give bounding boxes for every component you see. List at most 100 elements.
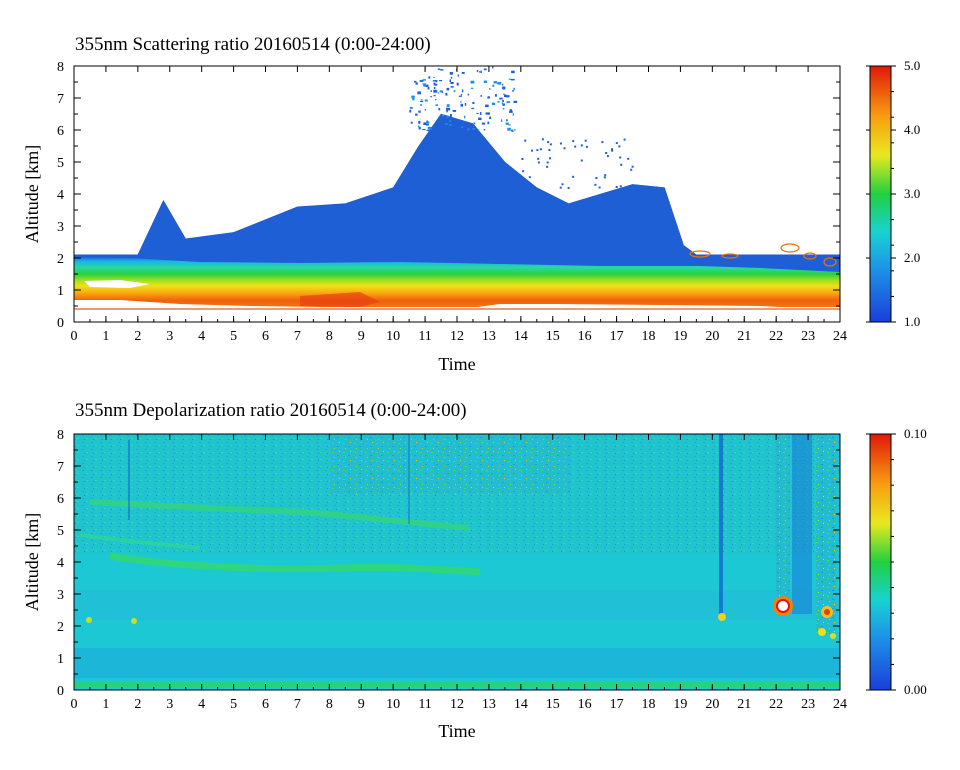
scattering-speckle [435,99,437,101]
scattering-xtick-label: 17 [610,329,624,344]
scattering-xtick-label: 13 [482,329,496,344]
scattering-speckle [536,149,539,152]
scattering-speckle [436,90,438,92]
scattering-speckle [450,82,454,84]
scattering-speckle [425,84,429,87]
scattering-speckle [504,94,507,97]
depolarization-title: 355nm Depolarization ratio 20160514 (0:0… [75,400,467,421]
depolarization-layer-4km [109,552,481,576]
scattering-speckle [446,117,448,120]
scattering-speckle [455,125,460,128]
scattering-ytick-label: 1 [57,284,64,299]
scattering-xtick-label: 24 [833,329,847,344]
scattering-speckle [479,71,481,73]
scattering-speckle [434,83,438,86]
scattering-colorbar-gradient [869,65,892,323]
scattering-contour-ring [823,257,837,267]
scattering-cirrus-speckles [409,66,634,189]
scattering-speckle [524,139,527,142]
scattering-speckle [501,119,503,122]
scattering-speckle [427,126,432,130]
scattering-speckle [580,159,583,162]
scattering-speckle [435,104,438,106]
scattering-speckle [420,99,423,101]
depolarization-xtick-label: 7 [294,697,301,712]
scattering-speckle [492,84,495,87]
scattering-speckle [493,81,497,84]
scattering-ytick-label: 6 [57,124,64,139]
scattering-speckle [594,183,597,186]
scattering-speckle [499,97,503,100]
depolarization-xtick-label: 23 [801,697,815,712]
scattering-speckle [611,148,613,151]
scattering-speckle [547,141,550,144]
scattering-speckle [567,187,570,189]
depolarization-hotspot [718,613,726,621]
scattering-speckle [531,149,533,152]
scattering-speckle [430,90,432,92]
scattering-xtick-label: 21 [737,329,751,344]
scattering-ytick-label: 0 [57,316,64,331]
scattering-speckle [481,122,486,125]
scattering-speckle [424,108,426,111]
scattering-speckle [495,94,497,97]
depolarization-hotspot [778,601,788,611]
scattering-speckle [505,122,509,125]
depolarization-ytick-label: 8 [57,428,64,443]
scattering-speckle [514,129,516,131]
depolarization-xtick-label: 21 [737,697,751,712]
scattering-speckle [467,93,470,96]
scattering-xtick-label: 11 [418,329,431,344]
depolarization-xtick-label: 3 [166,697,173,712]
scattering-speckle [585,145,588,148]
scattering-speckle [449,124,452,126]
scattering-speckle [618,145,621,148]
scattering-speckle [433,87,436,90]
depolarization-ylabel: Altitude [km] [22,513,42,611]
depolarization-high-region [776,434,790,604]
scattering-speckle [549,143,552,146]
depolarization-ytick-label: 0 [57,684,64,699]
depolarization-xtick-label: 8 [326,697,333,712]
depolarization-xtick-label: 19 [673,697,687,712]
depolarization-streak [792,434,812,614]
scattering-contour-rings [689,243,837,267]
scattering-speckle [502,108,505,110]
scattering-speckle [415,82,418,85]
scattering-speckle [430,96,433,98]
depolarization-xtick-label: 1 [102,697,109,712]
scattering-speckle [630,168,633,171]
scattering-speckle [450,76,453,79]
scattering-xtick-label: 7 [294,329,301,344]
scattering-xtick-label: 15 [546,329,560,344]
scattering-speckle [509,109,512,112]
scattering-colorbar [869,65,892,323]
scattering-speckle [483,68,487,71]
scattering-speckle [489,116,492,119]
depolarization-colorbar-gradient [869,433,892,691]
scattering-near-ground-red [300,292,380,307]
depolarization-xtick-label: 11 [418,697,431,712]
scattering-speckle [522,170,525,173]
scattering-speckle [441,90,443,93]
scattering-speckle [428,76,431,79]
scattering-speckle [623,138,626,141]
scattering-speckle [510,78,515,81]
scattering-speckle [437,68,441,70]
scattering-speckle [453,90,456,93]
scattering-speckle [615,142,618,145]
scattering-ytick-label: 2 [57,252,64,267]
scattering-xtick-label: 6 [262,329,269,344]
scattering-speckle [438,107,441,111]
scattering-speckle [502,86,506,90]
depolarization-ytick-label: 5 [57,524,64,539]
scattering-speckle [491,102,495,106]
scattering-xtick-label: 5 [230,329,237,344]
scattering-speckle [473,122,476,125]
scattering-speckle [446,87,450,91]
scattering-speckle [424,99,428,102]
depolarization-xtick-label: 13 [482,697,496,712]
scattering-speckle [580,144,583,147]
scattering-speckle [492,66,494,69]
depolarization-streak [128,440,130,520]
